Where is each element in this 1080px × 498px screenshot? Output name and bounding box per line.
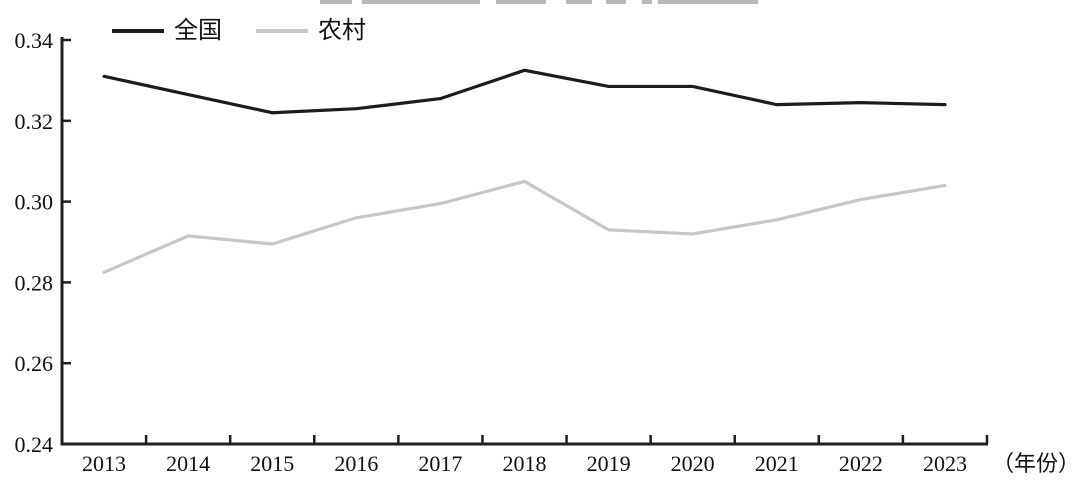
legend-item-national: 全国 [112, 19, 222, 43]
legend-label-rural: 农村 [318, 18, 366, 44]
series-line-national [102, 68, 947, 115]
cropped-title-remnant [362, 0, 480, 4]
x-tick-label: 2013 [82, 451, 126, 476]
x-tick-label: 2023 [923, 451, 967, 476]
cropped-title-remnant [606, 0, 626, 4]
y-tick-label: 0.30 [15, 190, 54, 215]
x-tick-label: 2016 [334, 451, 378, 476]
x-tick-label: 2017 [418, 451, 462, 476]
x-tick-label: 2014 [166, 451, 210, 476]
x-axis-unit-label: （年份） [992, 451, 1080, 476]
cropped-title-remnant [320, 0, 352, 4]
x-tick-label: 2015 [250, 451, 294, 476]
legend-item-rural: 农村 [256, 19, 366, 43]
y-tick-label: 0.26 [15, 351, 54, 376]
x-tick-label: 2022 [839, 451, 883, 476]
x-tick-label: 2020 [671, 451, 715, 476]
cropped-title-remnant [496, 0, 546, 4]
x-tick-label: 2018 [503, 451, 547, 476]
cropped-title-remnant [642, 0, 652, 4]
y-tick-label: 0.34 [15, 28, 54, 53]
y-tick-label: 0.24 [15, 432, 54, 457]
y-tick-label: 0.32 [15, 109, 54, 134]
cropped-title-remnant [658, 0, 758, 4]
legend: 全国 农村 [112, 19, 366, 43]
rural-line-swatch [256, 29, 308, 33]
x-tick-label: 2021 [755, 451, 799, 476]
cropped-title-remnant [566, 0, 592, 4]
series-line-rural [102, 179, 947, 274]
legend-label-national: 全国 [174, 18, 222, 44]
x-tick-label: 2019 [587, 451, 631, 476]
national-line-swatch [112, 29, 164, 33]
y-tick-label: 0.28 [15, 270, 54, 295]
